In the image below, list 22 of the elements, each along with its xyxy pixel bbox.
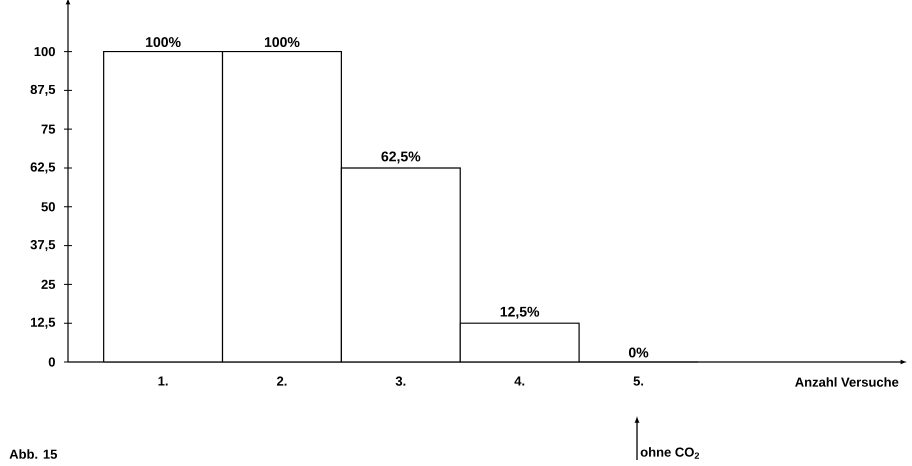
x-tick-label: 1.: [158, 376, 168, 386]
text: ohne CO$_{2}$: [640, 447, 700, 459]
y-tick-label: 0: [48, 357, 55, 367]
x-tick-label: 4.: [514, 376, 524, 386]
y-tick-label: 25: [41, 280, 56, 289]
x-tick-label: 2.: [276, 376, 286, 386]
y-tick-label: 100: [34, 46, 55, 56]
y-tick-label: 37,5: [30, 240, 56, 252]
y-tick-label: 87,5: [30, 84, 56, 96]
data-label: 0%: [628, 348, 648, 358]
text: Anzahl Versuche: [795, 377, 898, 387]
y-tick-label: 75: [42, 124, 56, 134]
x-tick-label: 3.: [396, 376, 406, 386]
y-tick-label: 50: [41, 202, 55, 212]
y-tick-label: 62,5: [30, 162, 56, 174]
data-label: 62,5%: [381, 151, 420, 164]
y-tick-label: 12,5: [30, 318, 56, 329]
data-label: 100%: [264, 37, 300, 48]
caption: Abb. 15: [10, 449, 57, 459]
x-tick-label: 5.: [634, 376, 644, 386]
data-label: 100%: [146, 37, 181, 48]
data-label: 12,5%: [500, 306, 540, 319]
